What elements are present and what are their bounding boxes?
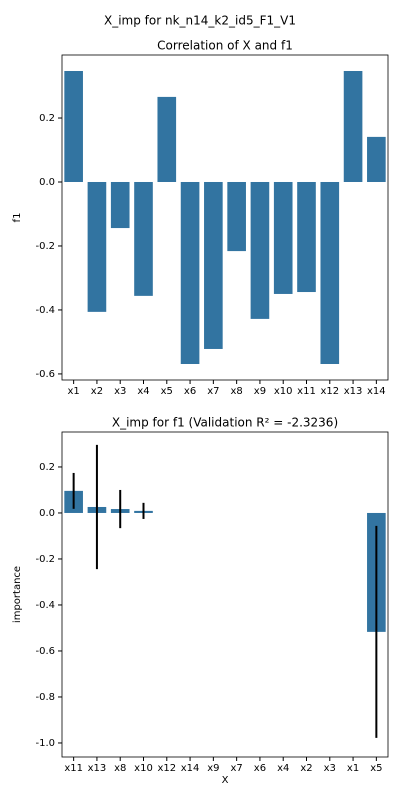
bar	[204, 181, 223, 349]
bar	[367, 136, 386, 182]
x-tick-label: x4	[277, 763, 289, 774]
y-tick-label: -1.0	[35, 738, 55, 749]
suptitle: X_imp for nk_n14_k2_id5_F1_V1	[104, 14, 296, 28]
x-tick-label: x13	[88, 763, 107, 774]
bar	[134, 181, 153, 296]
x-axis-label: X	[222, 775, 229, 786]
x-tick-label: x7	[231, 763, 243, 774]
bar	[273, 181, 293, 294]
bar	[87, 181, 107, 312]
y-tick-label: -0.4	[35, 305, 55, 316]
bar	[343, 70, 363, 182]
y-tick-label: -0.4	[35, 600, 55, 611]
y-tick-label: -0.6	[35, 369, 55, 380]
y-tick-label: 0.0	[39, 177, 55, 188]
y-axis-label: f1	[12, 213, 23, 223]
bar	[250, 181, 270, 319]
x-tick-label: x8	[231, 386, 243, 397]
chart-title: X_imp for f1 (Validation R² = -2.3236)	[112, 416, 338, 430]
x-tick-label: x6	[254, 763, 266, 774]
x-tick-label: x3	[114, 386, 126, 397]
bar	[320, 181, 340, 365]
x-tick-label: x6	[184, 386, 196, 397]
x-tick-label: x5	[161, 386, 173, 397]
axes-frame	[61, 431, 389, 758]
chart-title: Correlation of X and f1	[157, 39, 293, 53]
bar	[297, 181, 316, 293]
x-tick-label: x7	[207, 386, 219, 397]
x-tick-label: x1	[68, 386, 80, 397]
x-tick-label: x9	[207, 763, 219, 774]
y-tick-label: -0.8	[35, 692, 55, 703]
x-tick-label: x12	[157, 763, 176, 774]
bar	[64, 70, 83, 182]
y-tick-label: 0.2	[39, 113, 55, 124]
x-tick-label: x11	[297, 386, 316, 397]
x-tick-label: x10	[134, 763, 153, 774]
x-tick-label: x14	[181, 763, 200, 774]
x-tick-label: x10	[274, 386, 293, 397]
y-tick-label: -0.2	[35, 241, 55, 252]
y-tick-label: 0.0	[39, 508, 55, 519]
x-tick-label: x2	[300, 763, 312, 774]
x-tick-label: x4	[137, 386, 149, 397]
bar	[180, 181, 200, 365]
y-tick-label: -0.2	[35, 554, 55, 565]
bar	[227, 181, 246, 252]
axes-frame	[61, 54, 389, 381]
y-tick-label: 0.2	[39, 462, 55, 473]
x-tick-label: x5	[370, 763, 382, 774]
x-tick-label: x13	[344, 386, 363, 397]
x-tick-label: x9	[254, 386, 266, 397]
x-tick-label: x2	[91, 386, 103, 397]
bar	[110, 181, 130, 229]
x-tick-label: x8	[114, 763, 126, 774]
x-tick-label: x3	[324, 763, 336, 774]
y-tick-label: -0.6	[35, 646, 55, 657]
bar	[157, 96, 177, 182]
y-axis-label: importance	[12, 566, 23, 623]
x-tick-label: x12	[320, 386, 339, 397]
x-tick-label: x11	[64, 763, 83, 774]
x-tick-label: x14	[367, 386, 386, 397]
x-tick-label: x1	[347, 763, 359, 774]
